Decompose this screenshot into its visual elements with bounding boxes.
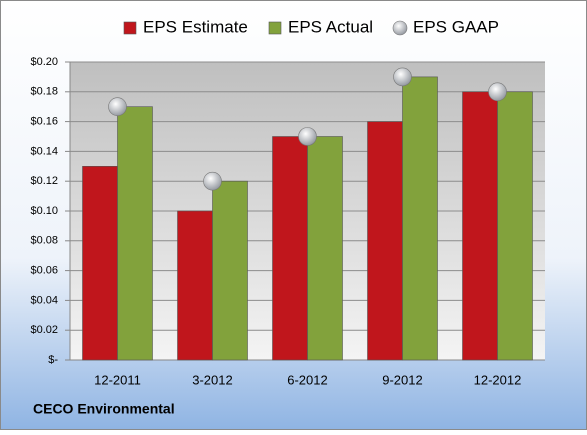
y-tick-label: $0.06: [30, 265, 58, 277]
legend-label: EPS GAAP: [413, 17, 499, 36]
bar: [497, 91, 533, 361]
x-tick-label: 12-2012: [474, 372, 522, 387]
bar: [307, 136, 343, 361]
bar: [367, 121, 403, 361]
y-tick-label: $0.12: [30, 175, 58, 187]
y-tick-label: $0.14: [30, 145, 58, 157]
point: [203, 171, 222, 191]
legend-label: EPS Estimate: [143, 17, 248, 36]
y-tick-label: $0.18: [30, 86, 58, 98]
bar: [117, 106, 153, 361]
y-tick-label: $0.04: [30, 294, 58, 306]
bar: [462, 91, 498, 361]
y-tick-label: $0.10: [30, 205, 58, 217]
point: [108, 97, 127, 116]
y-tick-label: $-: [48, 354, 58, 366]
source: CECO Environmental: [33, 401, 175, 417]
y-tick-label: $0.08: [30, 235, 58, 247]
legend-marker: [268, 21, 282, 35]
y-tick-label: $0.20: [30, 56, 58, 68]
bar: [272, 136, 308, 361]
bar: [177, 210, 213, 361]
point: [393, 67, 412, 87]
point: [488, 82, 507, 102]
bar: [212, 180, 248, 361]
x-tick-label: 12-2011: [94, 372, 141, 387]
bar: [402, 76, 438, 361]
y-tick-label: $0.16: [30, 116, 58, 128]
bar: [82, 166, 118, 361]
point: [298, 127, 317, 146]
legend-marker: [123, 21, 137, 35]
legend-label: EPS Actual: [288, 17, 373, 36]
x-tick-label: 9-2012: [382, 372, 422, 387]
x-tick-label: 6-2012: [287, 372, 327, 387]
x-tick-label: 3-2012: [192, 372, 232, 387]
legend-marker: [392, 20, 408, 36]
y-tick-label: $0.02: [30, 324, 58, 336]
